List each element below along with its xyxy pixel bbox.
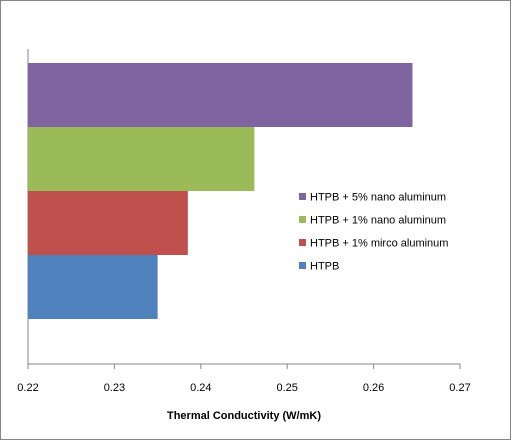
x-tick-label: 0.25: [276, 382, 297, 394]
x-axis-title: Thermal Conductivity (W/mK): [167, 410, 321, 422]
legend-label: HTPB + 1% nano aluminum: [310, 215, 446, 227]
legend-label: HTPB: [310, 261, 339, 273]
legend-swatch: [299, 239, 306, 246]
bar: [28, 127, 255, 191]
bar: [28, 63, 413, 127]
bar: [28, 191, 188, 255]
x-tick-label: 0.23: [104, 382, 125, 394]
legend-label: HTPB + 5% nano aluminum: [310, 192, 446, 204]
legend-swatch: [299, 193, 306, 200]
x-tick-label: 0.24: [190, 382, 211, 394]
legend: HTPB + 5% nano aluminum HTPB + 1% nano al…: [299, 192, 448, 273]
legend-label: HTPB + 1% mirco aluminum: [310, 238, 448, 250]
legend-swatch: [299, 262, 306, 269]
x-tick-label: 0.22: [17, 382, 38, 394]
x-tick-label: 0.26: [363, 382, 384, 394]
legend-swatch: [299, 216, 306, 223]
x-tick-label: 0.27: [449, 382, 470, 394]
bar: [28, 255, 158, 319]
bars: [28, 63, 413, 319]
